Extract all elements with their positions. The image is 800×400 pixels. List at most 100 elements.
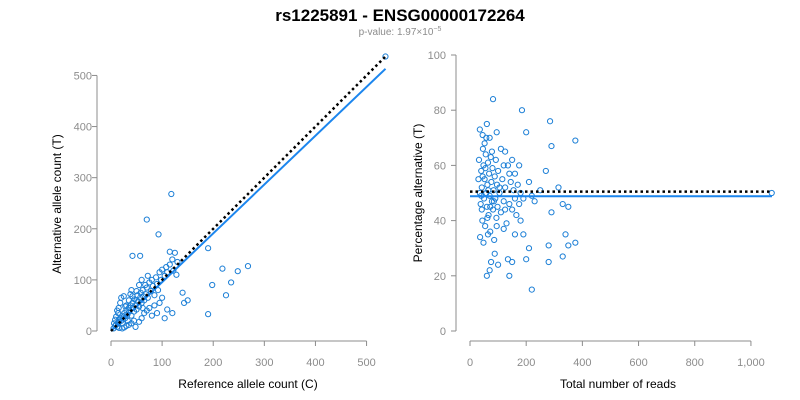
right-data-point bbox=[496, 184, 503, 191]
right-data-point bbox=[565, 242, 572, 249]
left-data-point bbox=[161, 315, 168, 322]
right-data-point bbox=[485, 211, 492, 219]
right-data-point bbox=[525, 245, 533, 252]
right-data-point bbox=[484, 231, 492, 238]
left-data-point bbox=[152, 274, 160, 281]
left-data-point bbox=[146, 304, 153, 312]
right-data-point bbox=[491, 250, 498, 257]
left-data-point bbox=[166, 261, 173, 268]
right-data-point bbox=[494, 261, 502, 268]
left-data-point bbox=[171, 249, 178, 256]
right-data-point bbox=[487, 154, 494, 161]
left-y-axis-title: Alternative allele count (T) bbox=[50, 134, 64, 273]
right-data-point bbox=[523, 256, 530, 263]
left-x-tick-label: 400 bbox=[306, 357, 324, 369]
left-data-point bbox=[148, 312, 155, 319]
right-data-point bbox=[477, 234, 484, 241]
right-data-point bbox=[513, 211, 520, 219]
left-data-point bbox=[139, 304, 146, 312]
right-data-point bbox=[503, 220, 510, 227]
left-data-point bbox=[173, 271, 180, 278]
figure-title: rs1225891 - ENSG00000172264 bbox=[275, 6, 525, 25]
left-data-point bbox=[234, 268, 241, 275]
left-x-tick-label: 300 bbox=[255, 357, 273, 369]
figure-subtitle: p-value: 1.97×10−5 bbox=[359, 26, 442, 38]
left-data-point bbox=[184, 297, 191, 304]
right-data-point bbox=[504, 256, 512, 263]
right-data-point bbox=[479, 217, 486, 224]
left-data-point bbox=[110, 320, 118, 327]
right-data-point bbox=[516, 200, 523, 208]
right-data-point bbox=[492, 156, 499, 163]
right-data-point bbox=[559, 200, 566, 208]
right-data-point bbox=[511, 170, 519, 177]
right-data-point bbox=[493, 223, 500, 230]
left-data-point bbox=[244, 262, 252, 270]
left-data-point bbox=[205, 311, 212, 318]
right-data-point bbox=[480, 239, 487, 246]
right-data-point bbox=[525, 178, 533, 186]
left-data-point bbox=[222, 292, 230, 299]
left-data-point bbox=[219, 265, 226, 272]
right-data-point bbox=[484, 214, 491, 221]
left-data-point bbox=[154, 287, 162, 294]
right-x-tick-label: 600 bbox=[629, 357, 647, 369]
right-data-point bbox=[500, 225, 507, 232]
left-data-point bbox=[151, 292, 158, 299]
right-data-point bbox=[511, 231, 519, 238]
right-data-point bbox=[572, 239, 579, 246]
left-y-axis: 0 100 200 300 400 500 bbox=[74, 70, 98, 338]
left-data-point bbox=[169, 310, 176, 317]
pvalue-exponent: −5 bbox=[433, 26, 441, 33]
right-y-tick-label: 40 bbox=[434, 216, 446, 228]
left-data-point bbox=[117, 299, 124, 306]
left-data-point bbox=[127, 291, 134, 298]
left-data-point bbox=[125, 297, 132, 304]
right-points bbox=[475, 96, 775, 293]
left-data-point bbox=[138, 276, 145, 283]
left-data-point bbox=[169, 256, 176, 263]
right-x-tick-label: 200 bbox=[517, 357, 535, 369]
right-x-tick-label: 400 bbox=[573, 357, 591, 369]
right-x-tick-label: 0 bbox=[467, 357, 473, 369]
right-data-point bbox=[477, 200, 484, 208]
left-y-tick-label: 400 bbox=[74, 122, 92, 134]
left-data-point bbox=[136, 281, 143, 289]
right-x-axis: 0 200 400 600 800 1,000 bbox=[467, 340, 765, 369]
left-y-tick-label: 100 bbox=[74, 275, 92, 287]
left-data-point bbox=[163, 264, 170, 271]
left-data-point bbox=[164, 306, 171, 313]
right-data-point bbox=[486, 267, 493, 274]
right-data-point bbox=[490, 198, 497, 205]
right-y-tick-label: 60 bbox=[434, 160, 446, 172]
right-data-point bbox=[482, 223, 489, 230]
right-y-axis: 0 20 40 60 80 100 bbox=[428, 50, 457, 338]
right-data-point bbox=[478, 206, 485, 213]
right-data-point bbox=[486, 170, 493, 177]
left-reference-line bbox=[110, 55, 387, 332]
right-data-point bbox=[500, 162, 507, 169]
right-data-point bbox=[562, 231, 569, 238]
right-data-point bbox=[545, 242, 552, 249]
left-data-point bbox=[132, 323, 139, 331]
left-y-tick-label: 300 bbox=[74, 173, 92, 185]
left-x-tick-label: 200 bbox=[204, 357, 222, 369]
left-data-point bbox=[133, 297, 140, 304]
right-data-point bbox=[482, 165, 489, 172]
right-data-point bbox=[479, 131, 486, 139]
right-x-tick-label: 1,000 bbox=[737, 357, 765, 369]
right-data-point bbox=[484, 159, 492, 166]
right-data-point bbox=[516, 162, 523, 169]
left-data-point bbox=[129, 252, 136, 259]
right-y-tick-label: 80 bbox=[434, 105, 446, 117]
right-data-point bbox=[489, 165, 496, 172]
left-data-point bbox=[129, 293, 136, 300]
right-data-point bbox=[479, 173, 486, 180]
left-data-point bbox=[111, 316, 119, 323]
left-data-point bbox=[144, 272, 151, 279]
left-data-point bbox=[151, 302, 158, 309]
right-data-point bbox=[502, 184, 509, 191]
left-data-point bbox=[120, 293, 127, 300]
right-data-point bbox=[517, 217, 524, 224]
